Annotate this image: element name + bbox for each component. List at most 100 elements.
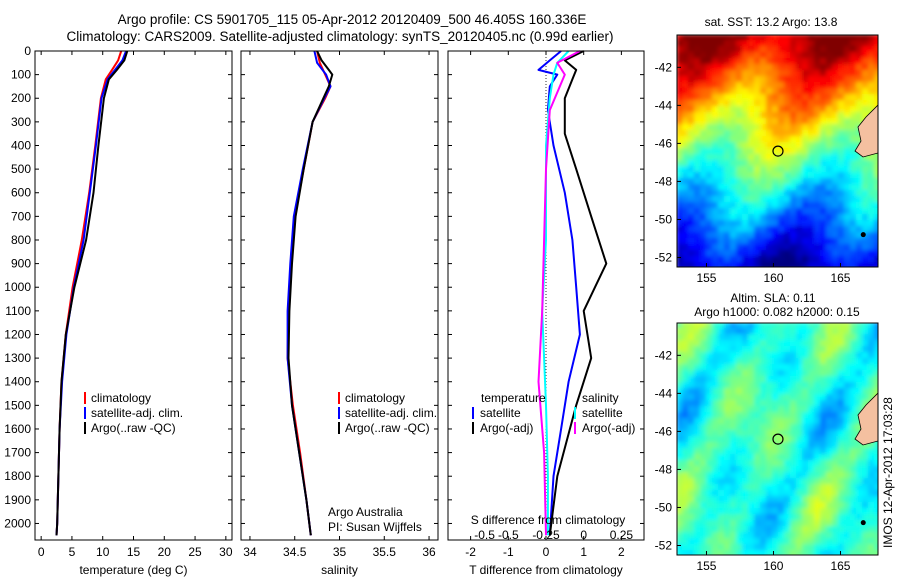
y-tick-label: 800 [11, 233, 31, 247]
legend-title-salinity: salinity [582, 391, 619, 405]
lat-tick-label: -50 [655, 212, 673, 226]
x-tick-label: 0 [543, 545, 550, 559]
top-tick-label: 0.25 [610, 528, 634, 542]
figure-title-line1: Argo profile: CS 5901705_115 05-Apr-2012… [118, 12, 587, 27]
legend-swatch-t-argo [472, 422, 474, 434]
y-tick-label: 1400 [4, 375, 31, 389]
plot-frame [240, 50, 439, 541]
y-tick-label: 1100 [5, 304, 31, 318]
s-difference-axis-label: S difference from climatology [471, 513, 626, 527]
map-frame [676, 34, 879, 268]
lat-tick-label: -46 [655, 424, 673, 438]
x-tick-label: 10 [96, 545, 110, 559]
sst-map-title: sat. SST: 13.2 Argo: 13.8 [705, 15, 838, 29]
legend-swatch-satellite [338, 407, 340, 419]
y-tick-label: 300 [11, 115, 31, 129]
top-tick-label: -0.5 [498, 528, 519, 542]
y-tick-label: 1200 [4, 327, 31, 341]
x-tick-label: 5 [69, 545, 76, 559]
map-frame [676, 322, 879, 556]
difference-legend: temperature satellite Argo(-adj) salinit… [472, 391, 635, 435]
legend-title-temperature: temperature [481, 391, 546, 405]
x-axis-label: temperature (deg C) [79, 563, 187, 577]
legend-label-argo: Argo(..raw -QC) [345, 421, 430, 435]
sla-map-title-line2: Argo h1000: 0.082 h2000: 0.15 [694, 305, 860, 319]
series-line-climatology [286, 50, 332, 536]
y-tick-label: 1600 [4, 422, 31, 436]
x-tick-label: -1 [503, 545, 514, 559]
legend-swatch-argo [84, 422, 86, 434]
legend-label-climatology: climatology [91, 391, 151, 405]
legend-swatch-s-argo [574, 422, 576, 434]
top-tick-label: 0 [580, 528, 587, 542]
salinity-legend: climatology satellite-adj. clim. Argo(..… [338, 391, 437, 435]
legend-swatch-t-satellite [472, 407, 474, 419]
legend-swatch-s-satellite [574, 407, 576, 419]
legend-label-s-argo: Argo(-adj) [582, 421, 635, 435]
lon-tick-label: 165 [830, 271, 850, 285]
difference-profile-panel: -2 -1 0 1 2 -0.5 -0.25 0 0.25 -0.5 T difference fr… [447, 50, 645, 577]
legend-swatch-satellite [84, 407, 86, 419]
series-line-satellite-adj-clim- [286, 50, 332, 536]
legend-label-climatology: climatology [345, 391, 405, 405]
lat-tick-label: -50 [655, 500, 673, 514]
y-tick-label: 1000 [4, 280, 31, 294]
map-field-cells [677, 35, 878, 267]
salinity-profile-panel: 34 34.5 35 35.5 36 salinity [240, 50, 439, 577]
legend-label-satellite: satellite-adj. clim. [91, 406, 183, 420]
annotation-pi: PI: Susan Wijffels [328, 520, 422, 534]
map-field [677, 35, 878, 267]
lon-tick-label: 165 [830, 559, 850, 573]
sst-map: -42 -44 -46 -48 -50 -52 155 160 165 [655, 34, 879, 285]
lon-tick-label: 160 [763, 271, 783, 285]
lon-tick-label: 160 [763, 559, 783, 573]
y-tick-label: 0 [24, 44, 31, 58]
y-tick-label: 1700 [4, 446, 31, 460]
island-marker [860, 232, 866, 238]
legend-label-satellite: satellite-adj. clim. [345, 406, 437, 420]
top-tick-label: -0.25 [532, 528, 560, 542]
legend-swatch-argo [338, 422, 340, 434]
series-line-argo-raw-qc- [287, 50, 334, 536]
y-tick-label: 400 [11, 138, 31, 152]
y-tick-label: 1300 [4, 351, 31, 365]
figure-title-line2: Climatology: CARS2009. Satellite-adjuste… [66, 29, 613, 44]
land-coastline [854, 104, 878, 158]
x-tick-label: 2 [618, 545, 625, 559]
y-tick-label: 2000 [4, 516, 31, 530]
temperature-profile-panel: 0100200300400500600700800900100011001200… [4, 44, 233, 577]
series-line-satellite-adj-clim- [55, 50, 128, 536]
island-marker [860, 520, 866, 526]
y-tick-label: 600 [11, 186, 31, 200]
map-field-cells [677, 323, 878, 555]
y-tick-label: 900 [11, 257, 31, 271]
lat-tick-label: -52 [655, 250, 673, 264]
lon-tick-label: 155 [696, 559, 716, 573]
legend-label-argo: Argo(..raw -QC) [91, 421, 176, 435]
y-tick-label: 700 [11, 209, 31, 223]
lon-tick-label: 155 [696, 271, 716, 285]
y-tick-label: 500 [11, 162, 31, 176]
plot-frame [447, 50, 645, 541]
series-line-satellite [537, 50, 581, 536]
legend-swatch-climatology [338, 392, 340, 404]
argo-position-marker [772, 145, 784, 157]
series-line-argo-raw-qc- [55, 50, 129, 536]
imos-watermark: IMOS 12-Apr-2012 17:03:28 [881, 397, 895, 548]
series-line-climatology [55, 50, 123, 536]
series-line-argo-adj- [537, 50, 581, 536]
lat-tick-label: -42 [655, 60, 673, 74]
series-line-argo-adj- [548, 50, 608, 536]
y-tick-label: 1800 [4, 469, 31, 483]
legend-swatch-climatology [84, 392, 86, 404]
y-tick-label: 1500 [4, 398, 31, 412]
map-field [677, 323, 878, 555]
sla-map: -42 -44 -46 -48 -50 -52 155 160 165 [655, 322, 879, 573]
y-tick-label: 100 [11, 68, 31, 82]
x-tick-label: 0 [38, 545, 45, 559]
temperature-legend: climatology satellite-adj. clim. Argo(..… [84, 391, 183, 435]
legend-label-t-satellite: satellite [480, 406, 521, 420]
land-coastline [854, 392, 878, 446]
legend-label-t-argo: Argo(-adj) [480, 421, 533, 435]
